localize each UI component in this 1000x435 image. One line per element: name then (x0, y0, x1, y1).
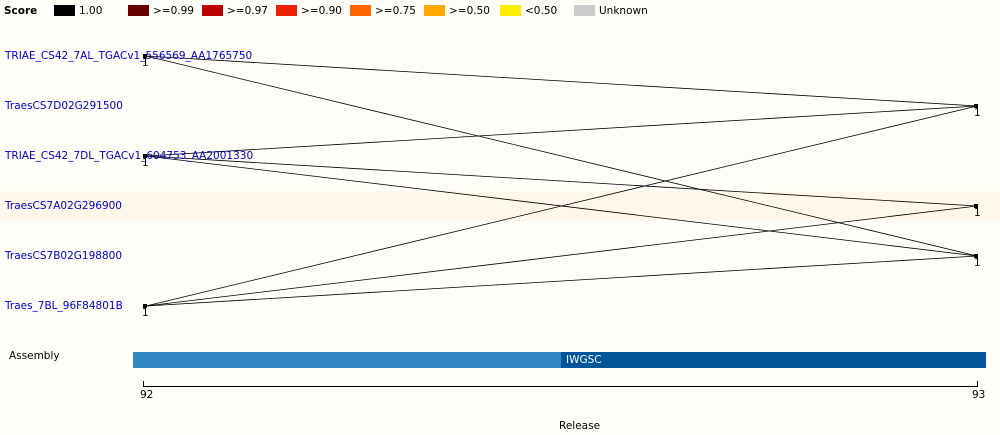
gene-node-marker (974, 204, 978, 208)
legend-label: >=0.50 (449, 5, 490, 17)
legend-label: >=0.90 (301, 5, 342, 17)
legend-label: Unknown (599, 5, 648, 17)
legend-swatch (424, 5, 445, 16)
right-node-count: 1 (974, 257, 981, 269)
orthology-link (145, 55, 978, 257)
gene-link-traescs7b02g198800[interactable]: TraesCS7B02G198800 (5, 250, 123, 262)
legend-swatch (574, 5, 595, 16)
legend-swatch (276, 5, 297, 16)
gene-node-marker (143, 54, 147, 58)
orthology-link (145, 105, 978, 307)
left-node-count: 1 (142, 307, 149, 319)
assembly-bar-previous (133, 352, 561, 368)
orthology-link (145, 155, 978, 207)
legend-label: >=0.97 (227, 5, 268, 17)
gene-link-triae-cs42-7al[interactable]: TRIAE_CS42_7AL_TGACv1_556569_AA1765750 (5, 50, 253, 62)
legend-label: >=0.99 (153, 5, 194, 17)
legend-swatch (54, 5, 75, 16)
legend-swatch (202, 5, 223, 16)
gene-node-marker (143, 154, 147, 158)
gene-link-triae-cs42-7dl[interactable]: TRIAE_CS42_7DL_TGACv1_604753_AA2001330 (5, 150, 254, 162)
orthology-link (145, 205, 978, 307)
assembly-bar-iwgsc: IWGSC (561, 352, 986, 368)
left-node-count: 1 (142, 157, 149, 169)
gene-node-marker (143, 304, 147, 308)
gene-node-marker (974, 104, 978, 108)
legend-swatch (128, 5, 149, 16)
axis-tick-label: 93 (972, 389, 986, 401)
orthology-link (145, 105, 978, 157)
legend-swatch (350, 5, 371, 16)
orthology-link (145, 255, 978, 307)
gene-link-traes-7bl-96f84801b[interactable]: Traes_7BL_96F84801B (5, 300, 123, 312)
assembly-label: Assembly (9, 350, 60, 362)
release-axis (143, 381, 978, 387)
highlighted-gene-row (0, 191, 1000, 221)
legend-label: 1.00 (79, 5, 103, 17)
axis-tick-label: 92 (140, 389, 154, 401)
left-node-count: 1 (142, 57, 149, 69)
orthology-link (145, 55, 978, 107)
right-node-count: 1 (974, 107, 981, 119)
assembly-name: IWGSC (566, 354, 602, 366)
release-axis-title: Release (559, 420, 601, 432)
legend-swatch (500, 5, 521, 16)
legend-title: Score (4, 5, 38, 17)
right-node-count: 1 (974, 207, 981, 219)
gene-link-traescs7a02g296900[interactable]: TraesCS7A02G296900 (5, 200, 122, 212)
gene-link-traescs7d02g291500[interactable]: TraesCS7D02G291500 (5, 100, 123, 112)
legend-label: >=0.75 (375, 5, 416, 17)
legend-label: <0.50 (525, 5, 558, 17)
gene-node-marker (974, 254, 978, 258)
